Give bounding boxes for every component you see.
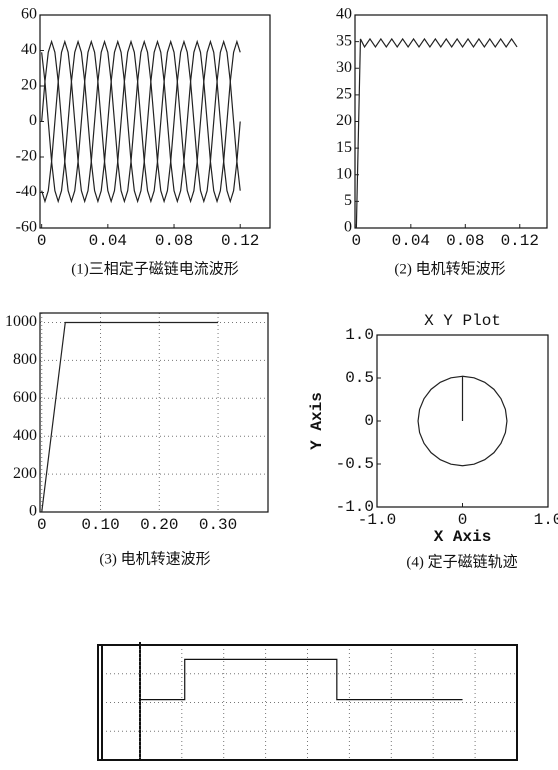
y-tick-label: 800 — [13, 351, 37, 368]
y-tick-label: 0.5 — [345, 369, 374, 387]
y-tick-label: 20 — [336, 112, 352, 129]
y-tick-label: 40 — [21, 41, 37, 58]
caption: (2) 电机转矩波形 — [394, 260, 505, 277]
series-line — [42, 42, 241, 202]
y-tick-label: -20 — [16, 148, 37, 165]
y-tick-label: 200 — [13, 465, 37, 482]
x-tick-label: 0 — [37, 516, 47, 534]
y-tick-label: 15 — [336, 139, 352, 156]
caption: (3) 电机转速波形 — [99, 550, 210, 567]
x-tick-label: 0.10 — [81, 516, 119, 534]
y-tick-label: -40 — [16, 183, 37, 200]
y-tick-label: 30 — [336, 59, 352, 76]
y-tick-label: 25 — [336, 86, 352, 103]
y-tick-label: 35 — [336, 32, 352, 49]
y-tick-label: 40 — [336, 6, 352, 23]
y-tick-label: 1000 — [5, 313, 37, 330]
x-tick-label: 0.30 — [199, 516, 237, 534]
y-tick-label: 600 — [13, 389, 37, 406]
y-tick-label: 20 — [21, 77, 37, 94]
caption: (4) 定子磁链轨迹 — [406, 553, 517, 570]
x-tick-label: 0.08 — [446, 232, 484, 250]
x-tick-label: 0 — [37, 232, 47, 250]
x-tick-label: 0.04 — [89, 232, 127, 250]
y-tick-label: 60 — [21, 6, 37, 23]
y-tick-label: -60 — [16, 219, 37, 236]
y-tick-label: 400 — [13, 427, 37, 444]
series-line — [42, 322, 218, 512]
y-tick-label: 5 — [344, 192, 352, 209]
series-line — [140, 659, 463, 699]
x-tick-label: 1.0 — [534, 511, 558, 529]
x-axis-label: X Axis — [434, 528, 492, 546]
y-axis-label: Y Axis — [308, 392, 326, 450]
y-tick-label: 0 — [364, 412, 374, 430]
chart-title: X Y Plot — [424, 312, 501, 330]
y-tick-label: -0.5 — [336, 455, 374, 473]
x-tick-label: -1.0 — [358, 511, 396, 529]
x-tick-label: 0.08 — [155, 232, 193, 250]
y-tick-label: 1.0 — [345, 326, 374, 344]
series-line — [356, 39, 517, 228]
x-tick-label: 0.12 — [501, 232, 539, 250]
y-tick-label: 0 — [29, 503, 37, 520]
x-tick-label: 0.04 — [392, 232, 430, 250]
x-tick-label: 0 — [458, 511, 468, 529]
figure: -60-40-20020406000.040.080.12(1)三相定子磁链电流… — [0, 0, 558, 770]
x-tick-label: 0.12 — [221, 232, 259, 250]
page: -60-40-20020406000.040.080.12(1)三相定子磁链电流… — [0, 0, 558, 770]
y-tick-label: 0 — [29, 112, 37, 129]
plot-frame — [40, 313, 268, 512]
y-tick-label: 10 — [336, 165, 352, 182]
series-line — [418, 376, 507, 465]
x-tick-label: 0.20 — [140, 516, 178, 534]
x-tick-label: 0 — [352, 232, 362, 250]
caption: (1)三相定子磁链电流波形 — [71, 260, 239, 277]
